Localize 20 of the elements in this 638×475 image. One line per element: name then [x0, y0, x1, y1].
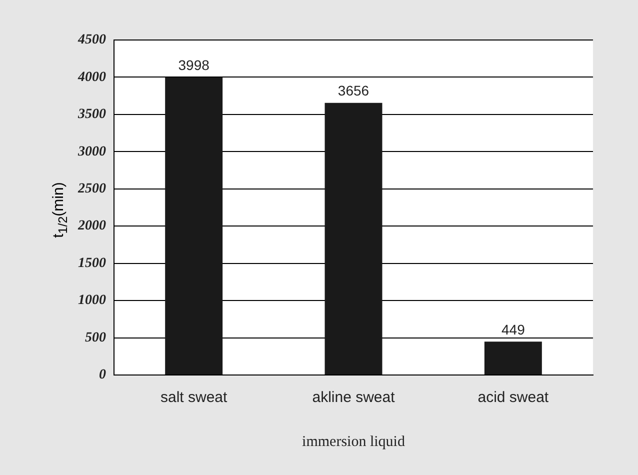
y-tick-label: 1000 [78, 293, 106, 308]
x-tick-label: salt sweat [160, 389, 228, 406]
data-label: 3656 [338, 82, 370, 99]
y-tick-label: 2500 [77, 182, 106, 196]
bar [165, 77, 223, 374]
y-tick-label: 0 [99, 368, 106, 383]
y-tick-label: 2000 [77, 218, 106, 234]
y-tick-label: 3500 [77, 107, 106, 122]
x-tick-label: akline sweat [312, 389, 396, 406]
x-axis-title: immersion liquid [302, 434, 406, 450]
bar [484, 342, 542, 374]
y-tick-label: 4500 [77, 32, 106, 48]
y-tick-label: 4000 [77, 70, 106, 85]
data-label: 449 [501, 321, 526, 338]
y-tick-label: 3000 [77, 144, 106, 160]
data-label: 3998 [178, 57, 210, 74]
y-tick-label: 1500 [78, 256, 106, 271]
x-tick-label: acid sweat [478, 389, 550, 406]
bar [324, 102, 382, 374]
y-tick-label: 500 [85, 330, 106, 346]
